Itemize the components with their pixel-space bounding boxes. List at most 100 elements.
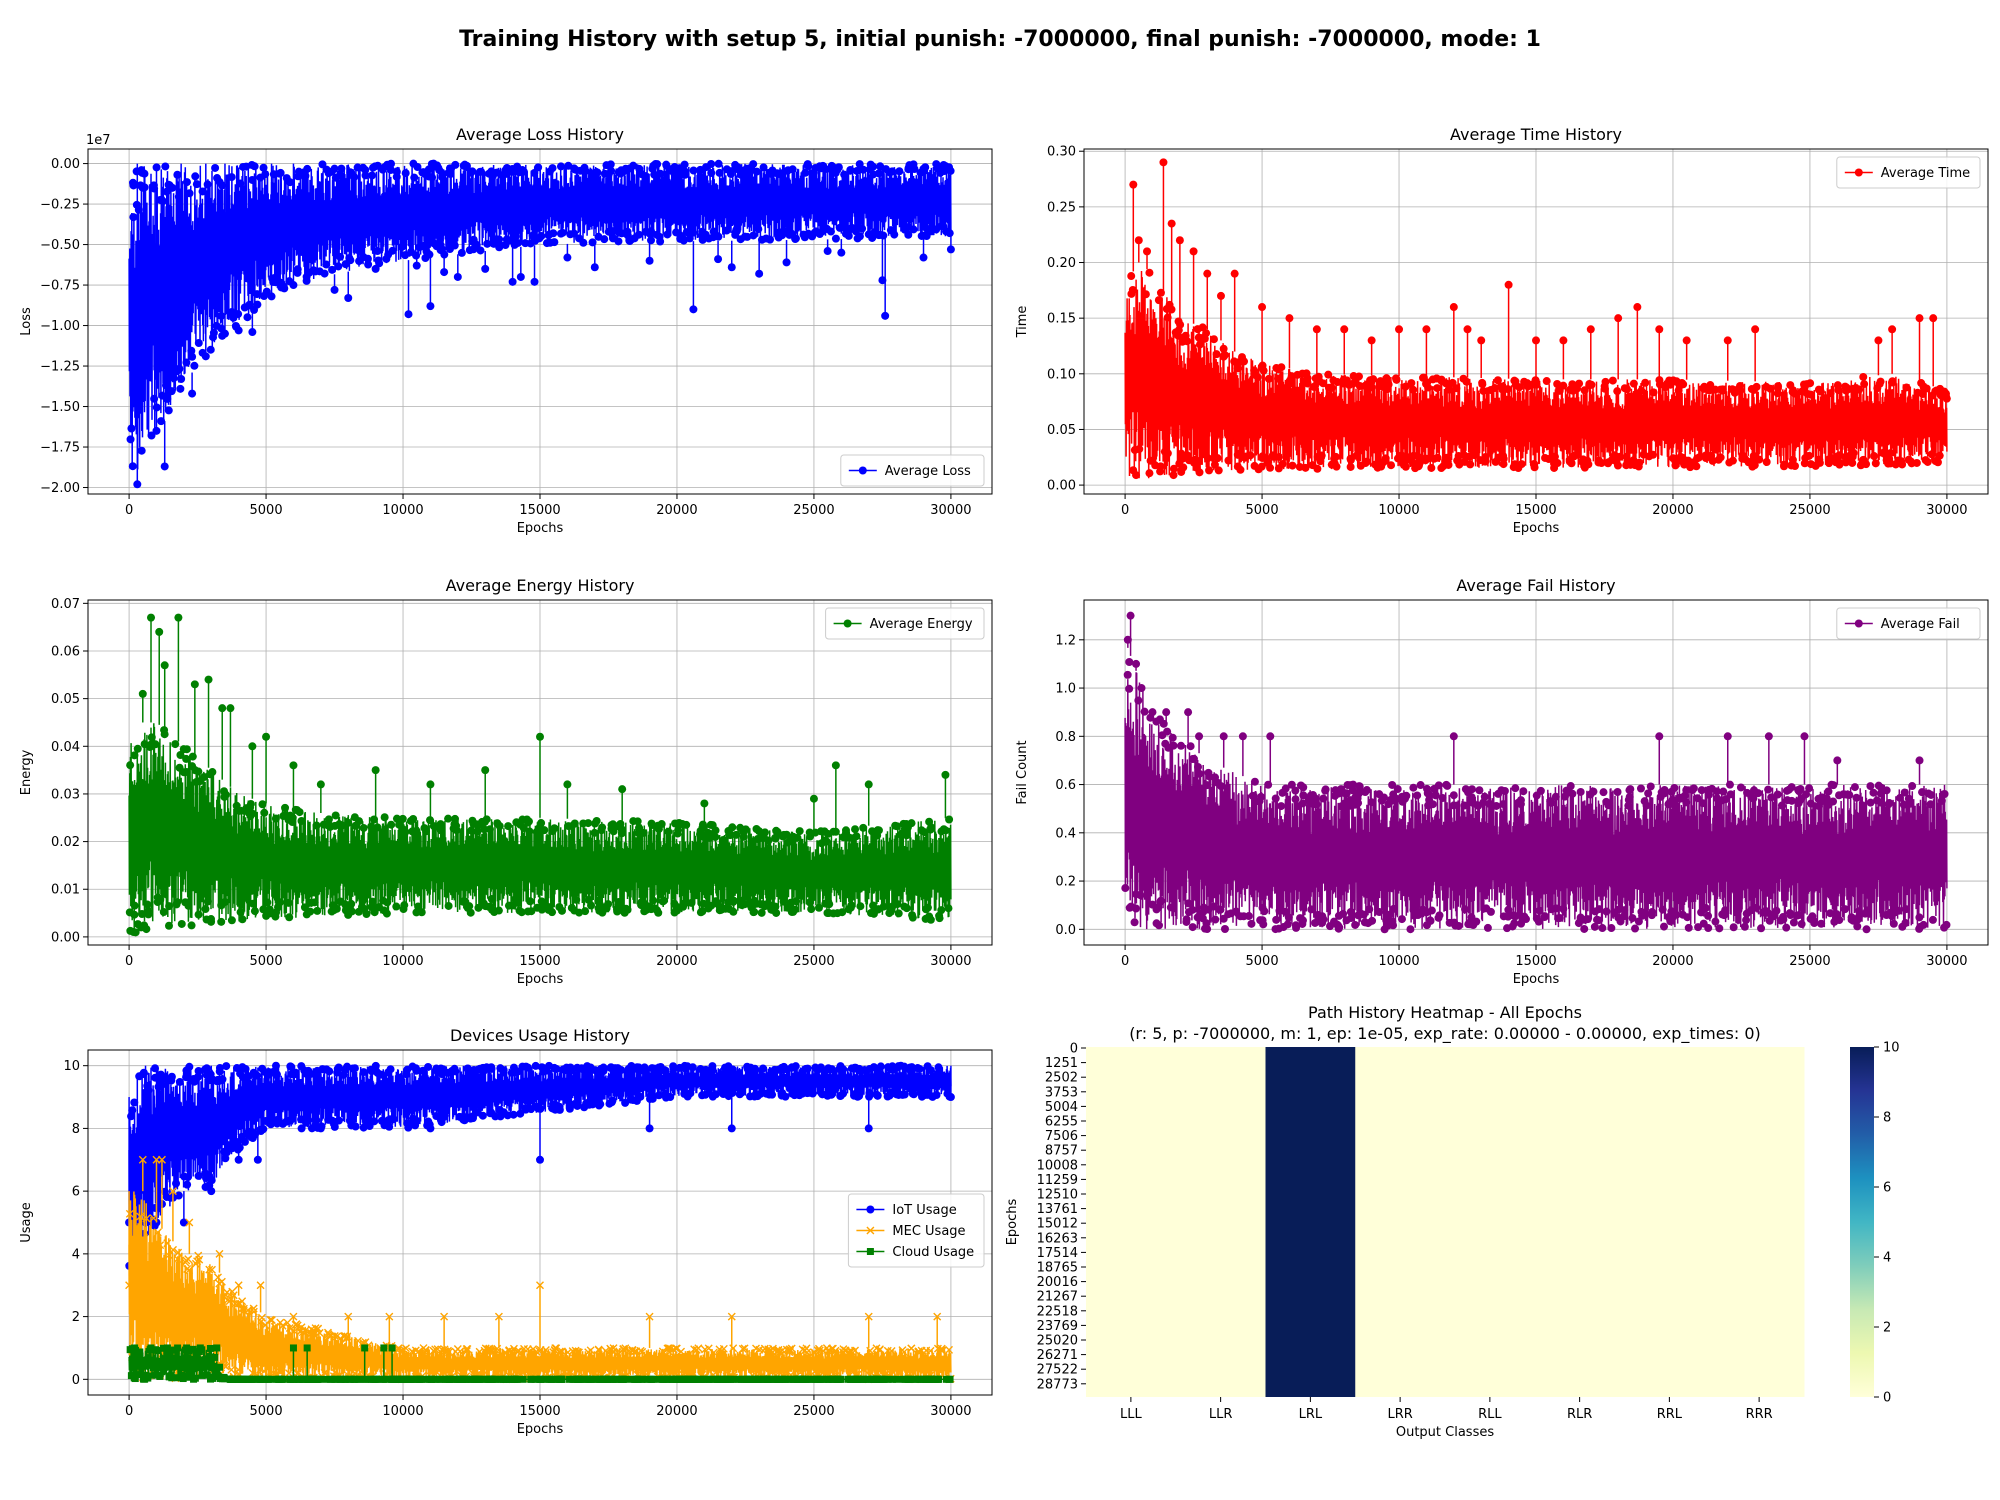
data-point [137,446,146,455]
data-point [558,228,567,237]
data-point [662,1092,671,1101]
spike-point [645,1124,654,1133]
spike-point [1219,732,1228,741]
data-point [1613,387,1622,396]
data-point [1598,924,1607,933]
loss-chart: 0 5000 10000 15000 20000 25000 300000.00−0.25−… [19,125,993,536]
data-point [579,1065,588,1074]
data-point [573,1063,582,1072]
spike-point [823,247,832,256]
data-point [518,815,527,824]
data-point [646,1094,655,1103]
data-point [1516,800,1525,809]
data-point [222,1062,231,1071]
data-point [1850,783,1859,792]
spike-point [1367,336,1376,345]
x-tick-label: 25000 [1789,503,1830,518]
data-point [294,172,303,181]
data-point [347,899,356,908]
data-point [939,825,948,834]
data-point [1479,386,1488,395]
data-point [473,1107,482,1116]
y-tick-label: 0.05 [51,692,80,707]
data-point [791,1062,800,1071]
y-tick-label: 8757 [1045,1144,1078,1159]
data-point [1824,787,1833,796]
data-point [572,895,581,904]
data-point [383,160,392,169]
data-point [1805,451,1814,460]
data-point [570,819,579,828]
data-point [194,339,203,348]
series-line [128,1191,952,1380]
data-point [683,1062,692,1071]
legend-marker [1854,619,1863,628]
data-point [403,1065,412,1074]
data-point [160,1187,169,1196]
data-point [1190,455,1199,464]
data-point [1220,350,1229,359]
data-point [1493,376,1502,385]
data-point [737,901,746,910]
data-point [640,907,649,916]
data-point [1499,800,1508,809]
data-point [628,1345,637,1354]
data-point [1313,910,1322,919]
data-point [1210,902,1219,911]
spike-point [1915,314,1924,323]
data-point [341,1375,349,1383]
data-point [824,1064,833,1073]
data-point [892,822,901,831]
y-tick-label: 0.2 [1055,875,1076,890]
data-point [654,825,663,834]
y-tick-label: 18765 [1037,1261,1078,1276]
data-point [1870,452,1879,461]
data-point [764,1375,772,1383]
data-point [359,823,368,832]
data-point [350,173,359,182]
y-tick-label: 1251 [1045,1056,1078,1071]
chart-title: Average Fail History [1456,576,1615,595]
data-point [463,1064,472,1073]
data-point [1908,782,1917,791]
y-tick-label: 8 [72,1122,80,1137]
data-point [741,170,750,179]
data-point [147,740,156,749]
data-point [1694,453,1703,462]
data-point [1789,918,1798,927]
data-point [1580,924,1589,933]
data-point [1773,790,1782,799]
data-point [1413,791,1422,800]
data-point [1279,923,1288,932]
data-point [797,1375,805,1383]
data-point [227,173,236,182]
data-point [1612,457,1621,466]
y-tick-label: 0.02 [51,835,80,850]
data-point [1248,791,1257,800]
data-point [1510,376,1519,385]
series-average-fail [1121,611,1951,934]
y-tick-label: 2 [72,1310,80,1325]
data-point [921,163,930,172]
data-point [160,726,169,735]
data-point [1259,366,1268,375]
data-point [175,763,184,772]
data-point [142,1372,150,1380]
data-point [1366,376,1375,385]
data-point [468,816,477,825]
data-point [1835,791,1844,800]
data-point [611,1064,620,1073]
data-point [584,1375,592,1383]
data-point [181,898,190,907]
spike-point [147,1344,155,1352]
data-point [1576,787,1585,796]
data-point [188,352,197,361]
data-point [1661,383,1670,392]
data-point [875,1345,884,1354]
data-point [1504,912,1513,921]
spike-point [494,1312,503,1321]
data-point [701,1065,710,1074]
data-point [1932,386,1941,395]
data-point [235,1299,244,1308]
data-point [1776,916,1785,925]
